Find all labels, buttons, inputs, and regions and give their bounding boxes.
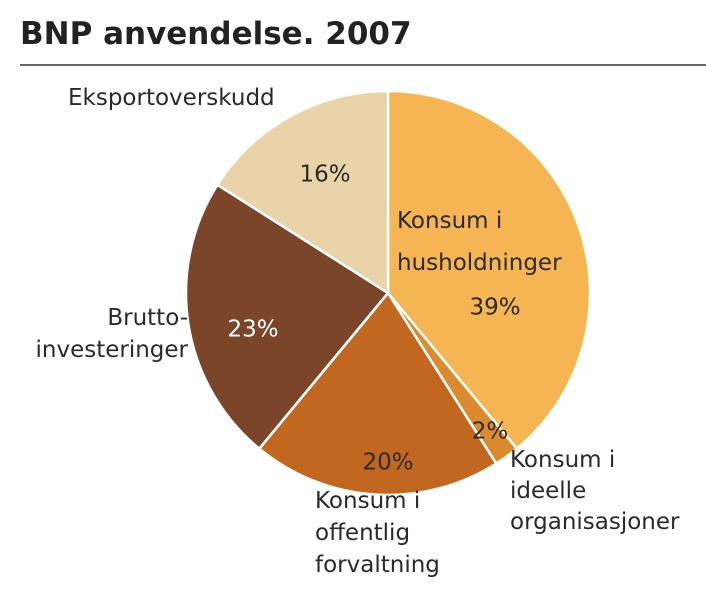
value-label: 20%	[362, 450, 413, 476]
pie-slice	[386, 89, 592, 451]
slice-label: Brutto-investeringer	[35, 305, 188, 363]
slice-label: Konsum i offentlig forvaltning	[315, 488, 440, 578]
pie-slice	[184, 183, 390, 451]
value-label: 23%	[227, 317, 278, 343]
value-label: 39%	[469, 295, 520, 321]
pie-slice	[257, 290, 498, 497]
value-label: 2%	[472, 419, 509, 445]
pie-slice	[215, 89, 390, 296]
slice-label: Eksportoverskudd	[68, 85, 275, 111]
slice-label: Konsum i husholdninger	[397, 208, 562, 276]
slice-label: Konsum i ideelle organisasjoner	[510, 447, 680, 535]
value-label: 16%	[299, 162, 350, 188]
chart-title: BNP anvendelse. 2007	[20, 16, 412, 52]
